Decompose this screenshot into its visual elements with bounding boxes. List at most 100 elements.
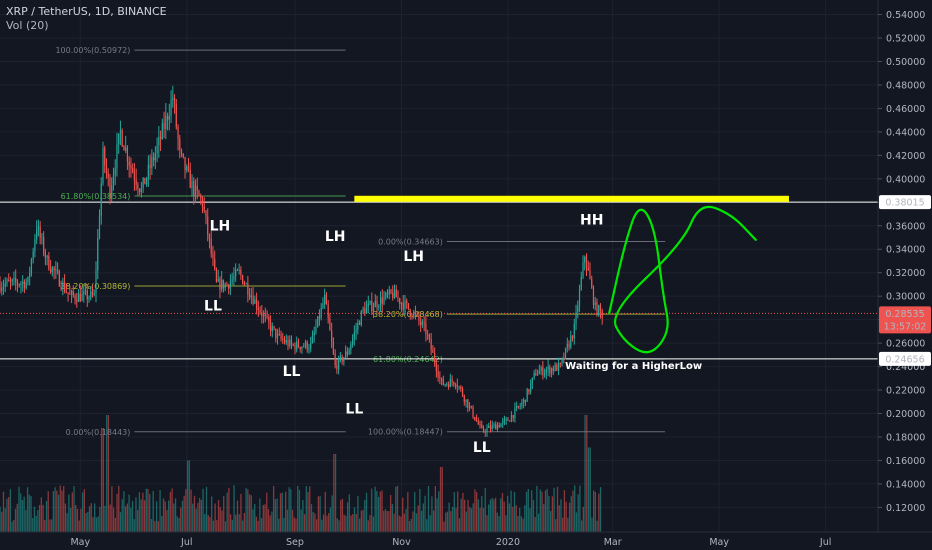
candle-body: [474, 417, 476, 421]
candle-body: [235, 270, 237, 277]
resistance-zone[interactable]: [354, 195, 789, 202]
volume-bar: [383, 510, 385, 532]
volume-bar: [446, 511, 449, 532]
volume-bar: [185, 489, 187, 532]
volume-bar: [579, 485, 581, 532]
candle-body: [116, 144, 118, 169]
candle-body: [81, 293, 83, 301]
candle-body: [521, 402, 523, 407]
candle-body: [111, 185, 113, 199]
candle-body: [418, 314, 420, 321]
candle-body: [137, 184, 139, 189]
volume-indicator-label[interactable]: Vol (20): [6, 19, 49, 32]
candle-body: [198, 190, 200, 197]
candle-body: [388, 289, 390, 295]
candle-body: [334, 353, 336, 366]
volume-bar: [269, 515, 271, 532]
candle-body: [341, 356, 343, 362]
annotation-label[interactable]: LL: [204, 298, 222, 314]
price-axis-panel[interactable]: [878, 0, 932, 532]
candle-body: [51, 267, 53, 273]
volume-bar: [536, 485, 538, 532]
volume-bar: [285, 491, 287, 532]
candle-body: [273, 326, 275, 329]
candle-body: [245, 283, 247, 285]
candle-body: [477, 420, 479, 425]
volume-bar: [448, 502, 450, 532]
volume-bar: [259, 498, 261, 532]
candle-body: [275, 328, 277, 339]
projection-path[interactable]: [608, 205, 757, 354]
annotation-label[interactable]: LH: [403, 249, 424, 265]
annotation-label[interactable]: LL: [473, 440, 491, 456]
time-axis[interactable]: May Jul Sep Nov 2020 Mar May Jul: [70, 537, 831, 548]
resistance-zone-bar[interactable]: [354, 195, 789, 202]
symbol-title[interactable]: XRP / TetherUS, 1D, BINANCE: [6, 5, 167, 18]
candle-body: [32, 251, 34, 260]
volume-bar: [319, 496, 321, 532]
volume-bar: [377, 496, 380, 532]
price-tick-label: 0.54000: [886, 10, 925, 21]
candle-body: [248, 294, 251, 298]
candle-body: [289, 339, 291, 347]
horizontal-levels[interactable]: [0, 201, 878, 360]
time-tick-label: Sep: [286, 537, 304, 548]
candle-body: [386, 292, 389, 295]
volume-bar: [183, 495, 185, 532]
volume-bar: [343, 514, 345, 532]
volume-bar: [92, 517, 94, 532]
projection-drawing[interactable]: [608, 205, 757, 354]
volume-bar: [553, 487, 555, 532]
annotation-label[interactable]: LL: [345, 402, 363, 418]
annotation-label[interactable]: LL: [283, 364, 301, 380]
candle-body: [37, 226, 40, 230]
volume-bar: [154, 520, 156, 532]
volume-bar: [231, 519, 233, 532]
fib-level-label: 0.00%(0.18443): [66, 428, 131, 437]
volume-bar: [37, 510, 39, 532]
volume-bar: [565, 501, 567, 532]
candle-body: [475, 420, 478, 422]
volume-bar: [369, 514, 371, 532]
volume-bar: [66, 513, 68, 532]
volume-bar: [508, 503, 510, 532]
candle-body: [339, 356, 341, 358]
volume-bar: [255, 516, 258, 532]
candle-body: [500, 423, 502, 428]
volume-bar: [403, 513, 406, 532]
volume-bar: [420, 510, 423, 532]
annotation-label[interactable]: LH: [325, 229, 346, 245]
annotation-label[interactable]: Waiting for a HigherLow: [565, 361, 702, 372]
candle-body: [449, 379, 451, 387]
candle-body: [53, 267, 55, 271]
candle-body: [97, 237, 99, 271]
volume-bar: [494, 497, 497, 532]
candle-body: [187, 166, 190, 171]
volume-bar: [30, 496, 32, 532]
annotation-label[interactable]: HH: [580, 213, 603, 229]
price-axis[interactable]: 0.12000 0.14000 0.16000 0.18000 0.20000 0.220…: [878, 10, 931, 514]
volume-bar: [221, 510, 223, 532]
volume-bar: [180, 507, 182, 532]
volume-bar: [395, 486, 397, 532]
annotation-label[interactable]: LH: [210, 218, 231, 234]
candle-body: [395, 289, 397, 298]
candle-body: [385, 292, 387, 298]
candle-body: [208, 234, 211, 240]
time-axis-panel[interactable]: [0, 532, 932, 550]
volume-bar: [252, 509, 254, 532]
candle-body: [528, 389, 530, 392]
candle-body: [146, 177, 148, 185]
volume-bar: [500, 498, 502, 532]
candle-body: [587, 267, 589, 271]
volume-bar: [71, 492, 73, 532]
candle-body: [446, 384, 448, 386]
candle-body: [411, 315, 413, 317]
candle-body: [135, 179, 137, 185]
candle-body: [514, 407, 516, 418]
volume-bar: [574, 485, 576, 532]
candle-body: [434, 352, 436, 363]
annotations[interactable]: LH LL LH LL LL LH LL HH Waiting for a HigherLow: [204, 213, 702, 457]
